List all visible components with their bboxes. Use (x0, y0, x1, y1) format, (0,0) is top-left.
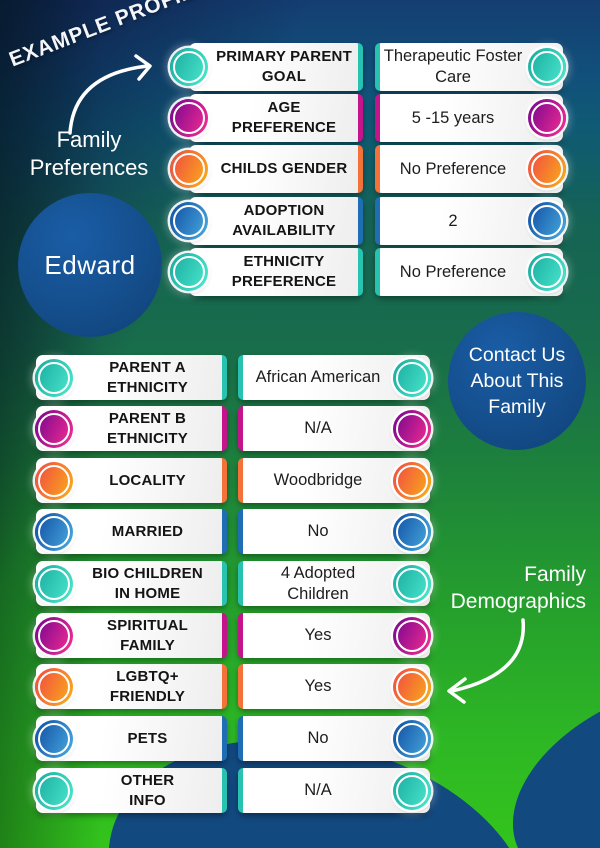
curved-arrow-down-icon (447, 618, 526, 704)
teal-bullet-icon (393, 771, 431, 810)
pref-label-adoption-availability: ADOPTION AVAILABILITY (170, 197, 363, 245)
teal-bullet-icon (35, 358, 73, 397)
demo-value-parent-a-ethnicity: African American (238, 355, 431, 400)
magenta-bullet-icon (393, 409, 431, 448)
demo-label-locality: LOCALITY (35, 458, 227, 503)
teal-bullet-icon (393, 564, 431, 603)
demo-value-lgbtq-friendly: Yes (238, 664, 431, 709)
demo-label-married: MARRIED (35, 509, 227, 554)
pref-value-primary-parent-goal: Therapeutic Foster Care (375, 43, 566, 91)
pref-label-childs-gender: CHILDS GENDER (170, 145, 363, 193)
magenta-bullet-icon (170, 99, 208, 137)
pref-value-childs-gender: No Preference (375, 145, 566, 193)
teal-bullet-icon (35, 564, 73, 603)
magenta-bullet-icon (393, 616, 431, 655)
demo-value-married: No (238, 509, 431, 554)
orange-bullet-icon (170, 150, 208, 188)
demo-value-locality: Woodbridge (238, 458, 431, 503)
teal-bullet-icon (393, 358, 431, 397)
demo-value-other-info: N/A (238, 768, 431, 813)
teal-bullet-icon (35, 771, 73, 810)
blue-bullet-icon (393, 719, 431, 758)
demo-label-other-info: OTHER INFO (35, 768, 227, 813)
demo-value-spiritual-family: Yes (238, 613, 431, 658)
curved-arrow-up-icon (68, 54, 152, 135)
blue-bullet-icon (528, 202, 566, 240)
teal-bullet-icon (528, 48, 566, 86)
section-title-family-preferences: Family Preferences (29, 127, 149, 181)
pref-value-age-preference: 5 -15 years (375, 94, 566, 142)
demo-label-pets: PETS (35, 716, 227, 761)
demo-value-parent-b-ethnicity: N/A (238, 406, 431, 451)
teal-bullet-icon (170, 48, 208, 86)
demo-label-parent-b-ethnicity: PARENT B ETHNICITY (35, 406, 227, 451)
demo-label-bio-children: BIO CHILDREN IN HOME (35, 561, 227, 606)
blue-bullet-icon (35, 512, 73, 551)
family-name-badge: Edward (18, 193, 162, 337)
orange-bullet-icon (393, 461, 431, 500)
demo-label-lgbtq-friendly: LGBTQ+ FRIENDLY (35, 664, 227, 709)
magenta-bullet-icon (528, 99, 566, 137)
contact-us-badge[interactable]: Contact Us About This Family (448, 312, 586, 450)
teal-bullet-icon (170, 253, 208, 291)
pref-value-adoption-availability: 2 (375, 197, 566, 245)
pref-label-primary-parent-goal: PRIMARY PARENT GOAL (170, 43, 363, 91)
magenta-bullet-icon (35, 616, 73, 655)
teal-bullet-icon (528, 253, 566, 291)
pref-value-ethnicity-preference: No Preference (375, 248, 566, 296)
pref-label-age-preference: AGE PREFERENCE (170, 94, 363, 142)
blue-bullet-icon (170, 202, 208, 240)
blue-bullet-icon (35, 719, 73, 758)
orange-bullet-icon (528, 150, 566, 188)
demo-label-spiritual-family: SPIRITUAL FAMILY (35, 613, 227, 658)
orange-bullet-icon (393, 667, 431, 706)
demo-value-pets: No (238, 716, 431, 761)
pref-label-ethnicity-preference: ETHNICITY PREFERENCE (170, 248, 363, 296)
section-title-family-demographics: Family Demographics (450, 563, 586, 614)
demo-value-bio-children: 4 Adopted Children (238, 561, 431, 606)
orange-bullet-icon (35, 667, 73, 706)
magenta-bullet-icon (35, 409, 73, 448)
orange-bullet-icon (35, 461, 73, 500)
demo-label-parent-a-ethnicity: PARENT A ETHNICITY (35, 355, 227, 400)
blue-bullet-icon (393, 512, 431, 551)
